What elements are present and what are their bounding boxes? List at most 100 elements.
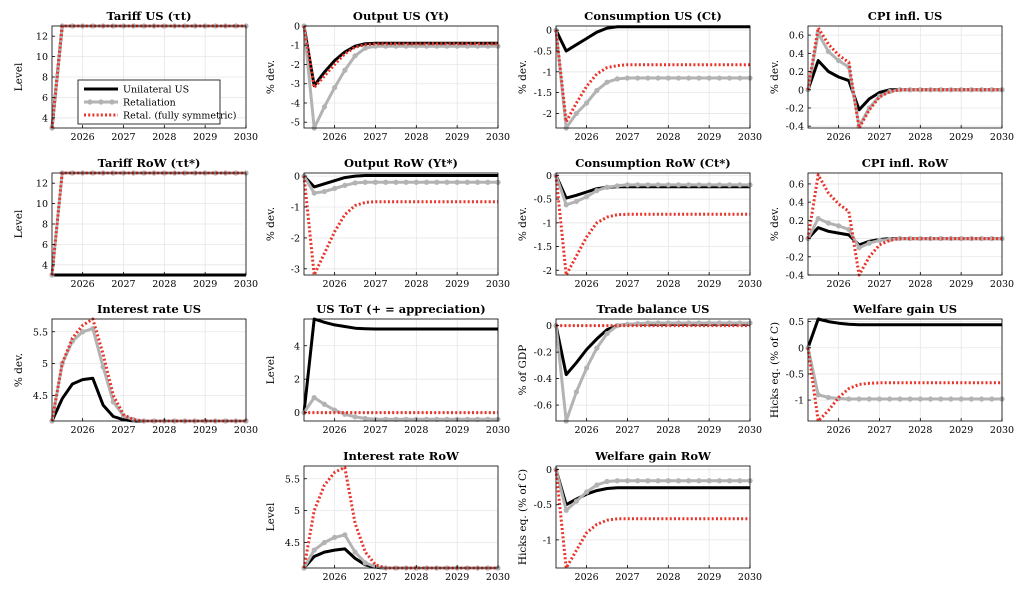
x-tick-label: 2030 [486,279,510,290]
x-tick-label: 2030 [738,132,762,143]
series-line-0 [50,376,246,423]
series-marker [362,415,368,422]
x-tick-label: 2030 [234,132,258,143]
series-marker [485,179,491,185]
series-marker [563,507,569,513]
series-marker [655,478,661,484]
x-tick-label: 2029 [445,132,469,143]
series-marker [836,223,842,229]
series-line-1 [554,174,750,207]
panel-output-row: 2026 2027 2028 2029 2030 0 -1 -2 -3 Output RoW (Y… [265,156,510,290]
plot-area [553,172,753,277]
series-marker [342,532,348,538]
series-line-1 [806,347,1002,401]
y-tick-label: 10 [36,52,48,63]
x-tick-label: 2027 [363,132,387,143]
y-tick-label: 12 [36,179,48,190]
x-tick-label: 2027 [867,132,891,143]
x-tick-label: 2029 [193,132,217,143]
y-tick-label: 0.2 [789,216,804,227]
x-tick-label: 2028 [656,279,680,290]
series-marker [624,75,631,81]
panel-trade-balance-us: 2026 2027 2028 2029 2030 0 -0.2 -0.4 -0.6 Trade b… [517,302,762,436]
series-marker [897,396,903,402]
series-marker [655,182,661,188]
series-line-0 [554,25,750,53]
y-tick-label: -0.5 [534,195,552,206]
y-tick-label: -5 [291,118,300,129]
series-line-1 [806,31,1002,128]
axes-frame [555,318,751,422]
series-marker [706,75,712,81]
x-tick-label: 2030 [234,425,258,436]
y-tick-label: 0.5 [789,317,804,328]
series-marker [686,478,692,484]
y-tick-label: 4 [294,341,300,352]
panel-title: Welfare gain US [852,302,957,316]
axes-frame [303,465,499,569]
y-tick-label: -2 [543,266,552,277]
series-marker [635,75,641,81]
y-tick-label: -0.5 [534,500,552,511]
series-marker [372,179,379,185]
series-marker [342,182,348,188]
x-tick-label: 2026 [323,132,347,143]
axes-frame [303,25,499,129]
y-tick-label: -2 [291,233,300,244]
series-marker [614,478,620,484]
axes-frame [555,25,751,129]
series-marker [362,560,368,566]
series-marker [362,45,368,51]
y-axis-label: Level [13,62,25,91]
series-line-0 [806,317,1002,349]
series-marker [665,478,671,484]
series-marker [604,184,610,190]
series-marker [675,182,682,188]
x-tick-label: 2030 [234,279,258,290]
y-axis-label: Hicks eq. (% of C) [769,322,781,418]
x-tick-label: 2028 [656,425,680,436]
x-tick-label: 2027 [615,572,639,583]
series-marker [332,407,338,413]
panel-title: Tariff US (τt) [106,9,191,23]
x-tick-label: 2029 [697,279,721,290]
series-marker [815,215,821,222]
legend: Unilateral US Retaliation Retal. (fully sy… [77,79,236,125]
series-marker [362,179,368,185]
panel-title: US ToT (+ = appreciation) [316,302,485,316]
series-marker [989,396,995,402]
series-line-1 [554,321,750,423]
y-tick-label: 0.2 [789,67,804,78]
x-tick-label: 2029 [697,132,721,143]
x-tick-label: 2026 [827,279,851,290]
y-tick-label: 8 [42,73,48,84]
series-marker [635,478,641,484]
plot-area [301,173,501,277]
series-marker [474,179,481,185]
series-marker [423,179,430,185]
y-tick-label: -0.5 [534,46,552,57]
y-tick-label: 0 [798,85,804,96]
series-marker [485,43,491,49]
y-tick-label: 0 [546,26,552,37]
series-marker [413,43,419,49]
y-axis-label: % dev. [769,207,781,241]
series-marker [825,394,832,401]
series-marker [464,179,470,185]
panel-us-tot: 2026 2027 2028 2029 2030 0 2 4 US ToT (+ = appre… [265,302,510,436]
y-tick-label: 4 [42,113,48,124]
axes-frame [303,318,499,422]
panel-title: Trade balance US [597,302,710,316]
series-line-0 [806,226,1002,247]
x-tick-label: 2028 [152,279,176,290]
series-marker [311,394,317,401]
y-axis-label: % dev. [265,207,277,241]
axes-frame [303,172,499,276]
x-tick-label: 2028 [404,572,428,583]
y-tick-label: -0.6 [534,401,552,412]
series-marker [624,478,631,484]
x-tick-label: 2026 [575,279,599,290]
plot-area [805,173,1005,277]
series-marker [665,182,671,188]
plot-area [553,25,753,131]
